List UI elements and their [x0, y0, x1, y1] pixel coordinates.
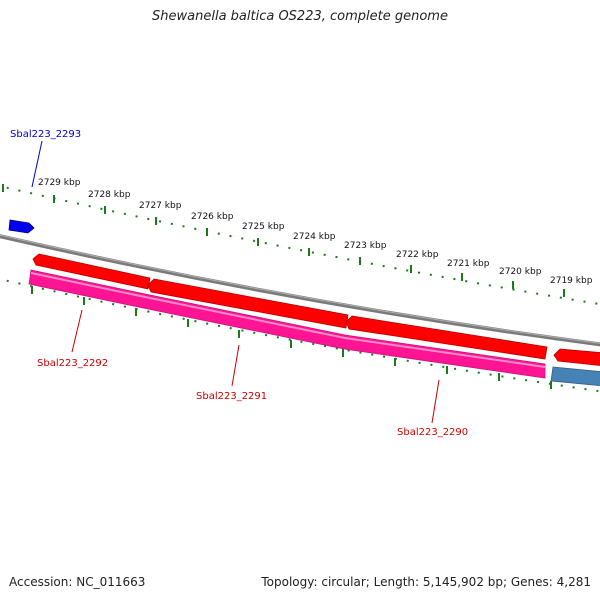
cds-forward-2[interactable]	[147, 278, 349, 329]
leader-sbal223-2291	[231, 344, 240, 387]
cds-forward-4[interactable]	[553, 348, 600, 366]
gene-label-sbal223-2293[interactable]: Sbal223_2293	[10, 129, 81, 140]
tick-label: 2726 kbp	[191, 212, 234, 222]
tick-label: 2722 kbp	[396, 250, 439, 260]
tick-label: 2729 kbp	[38, 178, 81, 188]
outer-major-ticks	[2, 184, 565, 297]
leader-sbal223-2292	[71, 309, 83, 353]
genome-summary-text: Topology: circular; Length: 5,145,902 bp…	[261, 575, 591, 589]
leader-sbal223-2290	[431, 379, 440, 424]
genome-backbone	[0, 234, 600, 347]
genome-backbone-highlight	[0, 234, 600, 344]
gene-label-sbal223-2292[interactable]: Sbal223_2292	[37, 358, 108, 369]
tick-label: 2724 kbp	[293, 232, 336, 242]
tick-label: 2725 kbp	[242, 222, 285, 232]
inner-major-ticks	[31, 286, 552, 389]
map-title: Shewanella baltica OS223, complete genom…	[152, 9, 448, 24]
cds-forward-1[interactable]	[32, 253, 151, 290]
tick-label: 2720 kbp	[499, 267, 542, 277]
tick-label: 2721 kbp	[447, 259, 490, 269]
gene-blue-right[interactable]	[550, 366, 600, 386]
cds-reverse-band[interactable]	[28, 269, 546, 379]
gene-label-sbal223-2290[interactable]: Sbal223_2290	[397, 427, 468, 438]
cds-forward-3[interactable]	[345, 315, 548, 360]
tick-label: 2728 kbp	[88, 190, 131, 200]
cds-reverse-band-highlight	[30, 272, 546, 368]
accession-text: Accession: NC_011663	[9, 575, 146, 589]
gene-sbal223-2293[interactable]	[8, 219, 35, 234]
gene-label-sbal223-2291[interactable]: Sbal223_2291	[196, 391, 267, 402]
leader-sbal223-2293	[31, 140, 43, 188]
tick-labels: 2729 kbp 2728 kbp 2727 kbp 2726 kbp 2725 kbp…	[38, 178, 593, 286]
tick-label: 2723 kbp	[344, 241, 387, 251]
tick-label: 2719 kbp	[550, 276, 593, 286]
tick-label: 2727 kbp	[139, 201, 182, 211]
